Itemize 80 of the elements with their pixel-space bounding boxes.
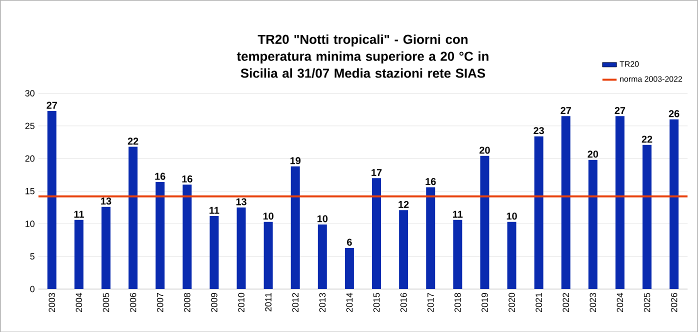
x-tick-label: 2020 — [508, 292, 515, 312]
data-label: 10 — [263, 212, 274, 220]
data-label: 27 — [46, 102, 57, 109]
data-label: 22 — [128, 137, 138, 144]
bar — [670, 119, 679, 289]
x-tick-label: 2008 — [184, 292, 190, 312]
x-tick-label: 2019 — [482, 292, 488, 312]
x-tick-label: 2025 — [644, 292, 650, 312]
data-label: 11 — [74, 210, 84, 218]
data-label: 27 — [614, 106, 626, 114]
x-tick-label: 2010 — [238, 292, 244, 312]
bar — [210, 216, 219, 289]
x-tick-label: 2007 — [156, 292, 164, 312]
x-tick-label: 2016 — [400, 292, 407, 312]
chart-title: TR20 "Notti tropicali" - Giorni con temperatura minima superiore a 20 °C in Sicilia al 31/07 Media stazioni rete SIAS — [236, 34, 488, 78]
data-label: 20 — [480, 146, 490, 154]
bar — [507, 222, 516, 289]
x-tick-label: 2011 — [265, 292, 272, 312]
x-tick-label: 2013 — [319, 292, 326, 312]
bar — [534, 136, 544, 289]
y-tick-label: 0 — [30, 286, 35, 292]
bar — [182, 184, 192, 289]
x-tick-label: 2023 — [590, 292, 596, 312]
data-label: 11 — [453, 210, 463, 218]
data-label: 17 — [372, 168, 382, 176]
y-tick-label: 5 — [30, 253, 34, 260]
data-label: 10 — [506, 212, 517, 220]
data-label: 16 — [426, 178, 436, 185]
bar — [588, 160, 598, 289]
data-label: 6 — [347, 238, 352, 246]
y-tick-label: 25 — [25, 122, 34, 129]
x-tick-label: 2006 — [130, 292, 136, 312]
data-label: 13 — [236, 198, 246, 206]
x-tick-label: 2014 — [346, 292, 353, 312]
x-tick-label: 2015 — [373, 292, 380, 312]
data-label: 27 — [560, 106, 571, 114]
data-label: 26 — [668, 110, 680, 117]
x-tick-label: 2003 — [48, 292, 56, 312]
bar — [236, 207, 246, 289]
y-tick-label: 15 — [26, 188, 34, 194]
y-tick-label: 20 — [25, 155, 35, 162]
x-tick-label: 2012 — [292, 292, 299, 312]
x-tick-label: 2004 — [76, 292, 82, 312]
x-tick-label: 2021 — [536, 292, 542, 312]
x-tick-label: 2005 — [102, 292, 110, 312]
x-tick-label: 2022 — [562, 292, 570, 312]
data-label: 23 — [534, 126, 544, 134]
data-label: 12 — [398, 200, 409, 208]
y-tick-label: 10 — [26, 220, 35, 227]
bar — [642, 144, 652, 289]
data-label: 20 — [588, 150, 598, 158]
bar — [344, 248, 354, 289]
data-label: 11 — [210, 206, 220, 214]
x-tick-label: 2024 — [616, 292, 624, 312]
x-tick-label: 2009 — [211, 292, 218, 312]
data-label: 19 — [290, 156, 301, 164]
bar — [480, 156, 490, 289]
bar — [102, 206, 110, 289]
x-tick-label: 2017 — [427, 292, 434, 312]
bar — [156, 182, 165, 289]
bar — [615, 116, 624, 289]
x-tick-label: 2018 — [454, 292, 461, 312]
bar — [453, 220, 462, 289]
bar — [426, 187, 436, 289]
bar — [399, 210, 408, 289]
data-label: 22 — [642, 136, 652, 142]
bar — [128, 146, 138, 289]
bar — [47, 110, 56, 289]
bar — [561, 116, 570, 289]
data-label: 10 — [317, 215, 328, 222]
bar — [318, 224, 327, 289]
data-label: 16 — [182, 175, 192, 182]
data-label: 16 — [155, 172, 166, 180]
bar — [264, 222, 273, 289]
x-tick-label: 2026 — [670, 292, 678, 312]
bar — [372, 178, 382, 289]
bar — [290, 166, 300, 289]
bar — [74, 220, 84, 289]
data-label: 13 — [101, 197, 112, 204]
y-tick-label: 30 — [25, 90, 35, 96]
